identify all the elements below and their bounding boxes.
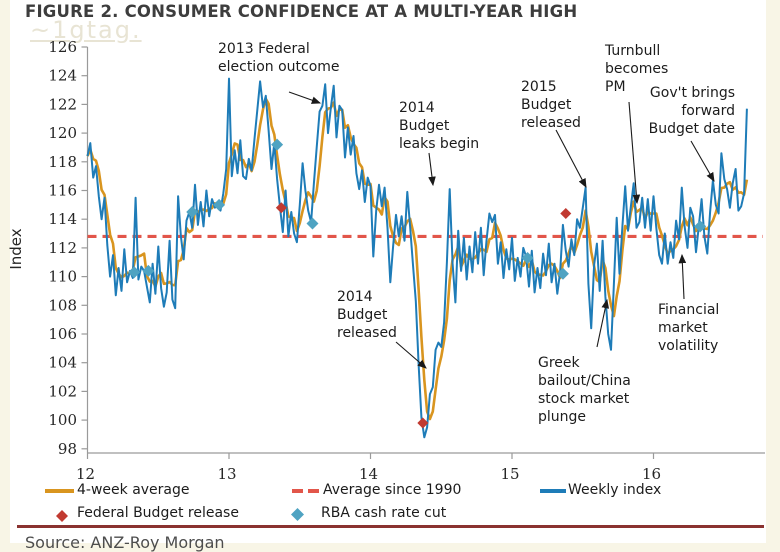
rba-cut-marker <box>694 220 707 233</box>
y-tick-label: 100 <box>48 411 77 429</box>
annotation-line: becomes <box>605 61 669 77</box>
annotation-line: Greek <box>538 355 580 371</box>
figure-title: FIGURE 2. CONSUMER CONFIDENCE AT A MULTI… <box>25 2 578 21</box>
y-tick-label: 124 <box>48 67 77 85</box>
annotation-line: 2015 <box>521 79 557 95</box>
y-tick-label: 116 <box>48 182 77 200</box>
annotation-budget-date-forward: Gov't brings forward Budget date <box>646 84 735 138</box>
annotation-budget-leaks-2014: 2014 Budget leaks begin <box>399 99 479 153</box>
rba-cut-marker <box>142 264 155 277</box>
average-since-1990-swatch <box>292 489 319 493</box>
annotation-line: released <box>521 115 581 131</box>
annotation-turnbull-pm: Turnbull becomes PM <box>605 42 668 96</box>
annotation-line: PM <box>605 79 626 95</box>
rba-cash-rate-cut-swatch <box>290 507 305 526</box>
budget-release-marker <box>275 202 287 214</box>
annotation-arrows <box>288 91 715 369</box>
annotation-line: plunge <box>538 409 587 425</box>
y-tick-label: 106 <box>48 325 77 343</box>
source-note: Source: ANZ-Roy Morgan <box>25 533 225 552</box>
weekly-index-swatch <box>540 489 566 493</box>
annotation-line: Budget <box>337 307 388 323</box>
rba-cut-marker <box>521 251 534 264</box>
annotation-line: election outcome <box>218 59 340 75</box>
y-tick-label: 120 <box>48 124 77 142</box>
annotation-greek-china: Greek bailout/China stock market plunge <box>538 354 631 426</box>
arrow-budget-released-2015 <box>555 129 587 188</box>
budget-release-marker <box>417 417 429 429</box>
annotation-line: Turnbull <box>605 43 661 59</box>
legend-label-average-since-1990: Average since 1990 <box>323 482 462 498</box>
x-tick-label: 12 <box>76 465 95 483</box>
arrow-budget-leaks-2014 <box>428 152 436 187</box>
annotation-election-2013: 2013 Federal election outcome <box>218 40 340 76</box>
four-week-average-swatch <box>45 489 74 493</box>
arrow-budget-released-2014 <box>395 341 427 369</box>
annotation-line: volatility <box>658 338 719 354</box>
annotation-line: 2014 <box>399 100 435 116</box>
rba-cut-marker <box>186 206 199 219</box>
y-tick-label: 122 <box>48 95 77 113</box>
annotation-budget-released-2015: 2015 Budget released <box>521 78 581 132</box>
rba-cut-marker <box>556 267 569 280</box>
y-tick-label: 104 <box>48 354 77 372</box>
annotation-line: released <box>337 325 397 341</box>
legend-label-federal-budget-release: Federal Budget release <box>77 505 239 521</box>
legend-label-rba-cash-rate-cut: RBA cash rate cut <box>321 505 447 521</box>
annotation-line: Budget <box>521 97 572 113</box>
event-markers <box>128 138 707 429</box>
budget-release-marker <box>560 207 572 219</box>
arrow-financial-volatility <box>678 253 687 300</box>
annotation-line: Budget <box>399 118 450 134</box>
y-tick-label: 98 <box>58 440 77 458</box>
y-tick-label: 108 <box>48 296 77 314</box>
legend-label-weekly-index: Weekly index <box>568 482 662 498</box>
arrow-budget-date-forward <box>690 140 715 182</box>
axes: 98 100 102 104 106 108 110 112 114 116 118 120 122 12… <box>48 38 765 483</box>
x-tick-label: 16 <box>642 465 661 483</box>
x-tick-label: 14 <box>359 465 378 483</box>
rba-cut-marker <box>128 266 141 279</box>
weekly-index-line <box>86 77 748 439</box>
federal-budget-release-swatch <box>55 508 69 527</box>
rba-cut-marker <box>306 217 319 230</box>
x-tick-label: 15 <box>500 465 519 483</box>
annotation-financial-volatility: Financial market volatility <box>658 301 719 355</box>
arrow-greek-china <box>596 298 610 348</box>
rba-cut-marker <box>213 198 226 211</box>
divider-rule <box>17 525 764 528</box>
legend-label-four-week-average: 4-week average <box>77 482 190 498</box>
annotation-budget-released-2014: 2014 Budget released <box>337 288 397 342</box>
annotation-line: 2013 Federal <box>218 41 310 57</box>
arrow-election-2013 <box>288 91 322 104</box>
y-tick-label: 112 <box>48 239 77 257</box>
annotation-line: Budget date <box>648 121 735 137</box>
x-tick-label: 13 <box>217 465 236 483</box>
annotation-line: leaks begin <box>399 136 480 152</box>
y-tick-label: 118 <box>48 153 77 171</box>
annotation-line: forward <box>681 103 735 119</box>
y-tick-label: 114 <box>48 210 77 228</box>
annotation-line: market <box>658 320 708 336</box>
annotation-line: bailout/China <box>538 373 631 389</box>
annotation-line: Gov't brings <box>649 85 735 101</box>
y-tick-label: 110 <box>48 268 77 286</box>
annotation-line: Financial <box>658 302 720 318</box>
annotation-line: 2014 <box>337 289 373 305</box>
annotation-line: stock market <box>538 391 630 407</box>
rba-cut-marker <box>271 138 284 151</box>
y-tick-label: 126 <box>48 38 77 56</box>
arrow-turnbull-pm <box>628 101 641 205</box>
watermark: ~1gtag. <box>30 16 142 44</box>
y-tick-label: 102 <box>48 382 77 400</box>
